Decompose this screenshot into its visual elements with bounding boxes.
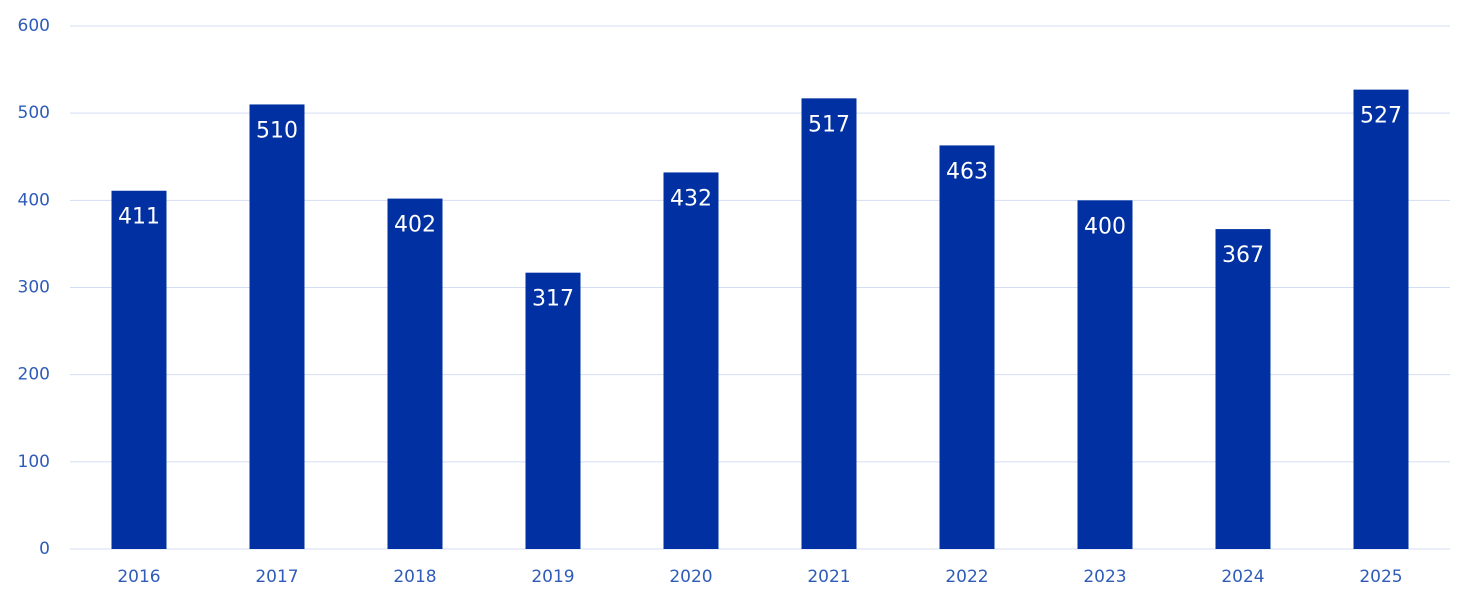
value-label: 432 xyxy=(670,186,712,211)
bar xyxy=(1215,229,1271,549)
x-tick-label: 2016 xyxy=(117,567,160,587)
x-tick-label: 2022 xyxy=(945,567,988,587)
y-tick-label: 200 xyxy=(18,365,50,385)
x-tick-label: 2023 xyxy=(1083,567,1126,587)
bar xyxy=(1353,89,1409,550)
y-tick-label: 100 xyxy=(18,452,50,472)
bar xyxy=(525,272,581,549)
x-tick-label: 2017 xyxy=(255,567,298,587)
bar xyxy=(387,198,443,549)
bar xyxy=(1077,200,1133,550)
x-tick-label: 2025 xyxy=(1359,567,1402,587)
bar xyxy=(111,190,167,549)
value-label: 317 xyxy=(532,287,574,312)
x-tick-label: 2024 xyxy=(1221,567,1264,587)
y-tick-label: 500 xyxy=(18,103,50,123)
bar xyxy=(939,145,995,549)
bar xyxy=(663,172,719,549)
value-label: 411 xyxy=(118,205,160,230)
y-tick-label: 600 xyxy=(18,16,50,36)
bar xyxy=(801,98,857,550)
y-tick-label: 300 xyxy=(18,278,50,298)
bar xyxy=(249,104,305,549)
value-label: 510 xyxy=(256,118,298,143)
x-tick-label: 2021 xyxy=(807,567,850,587)
value-label: 402 xyxy=(394,213,436,238)
y-tick-label: 400 xyxy=(18,190,50,210)
y-tick-label: 0 xyxy=(39,539,50,559)
value-label: 463 xyxy=(946,159,988,184)
value-label: 367 xyxy=(1222,243,1264,268)
value-label: 527 xyxy=(1360,104,1402,129)
value-label: 400 xyxy=(1084,214,1126,239)
x-tick-label: 2020 xyxy=(669,567,712,587)
x-tick-label: 2018 xyxy=(393,567,436,587)
value-label: 517 xyxy=(808,112,850,137)
x-tick-label: 2019 xyxy=(531,567,574,587)
